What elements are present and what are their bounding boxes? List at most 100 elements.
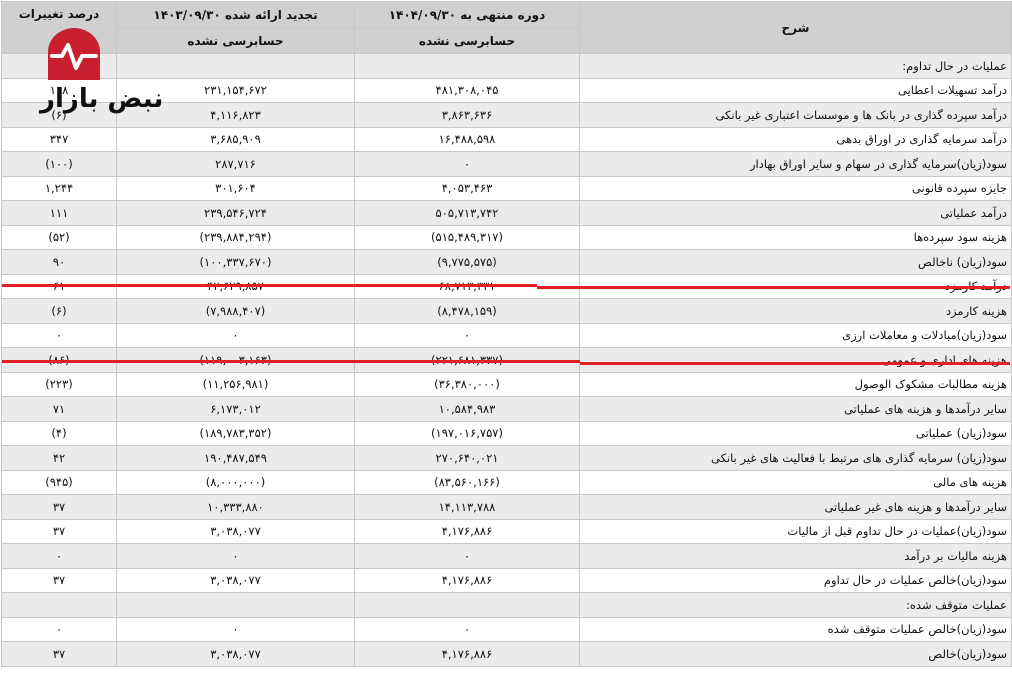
cell-change-percent: ۰ (1, 543, 117, 569)
subheader-current-unaudited: حسابرسی نشده (354, 27, 580, 54)
row-description: سود(زیان)خالص (579, 641, 1012, 667)
table-row: سود(زیان)مبادلات و معاملات ارزی ۰ ۰ ۰ (1, 322, 1012, 348)
cell-change-percent: ۳۷ (1, 518, 117, 544)
highlight-line (580, 362, 1010, 365)
table-row: سود(زیان) ناخالص (۹,۷۷۵,۵۷۵) (۱۰۰,۳۳۷,۶۷۰)… (1, 249, 1012, 275)
row-description: سود(زیان)عملیات در حال تداوم قبل از مالی… (579, 518, 1012, 544)
cell-change-percent (1, 592, 117, 618)
column-header-previous-period: تجدید ارائه شده ۱۴۰۳/۰۹/۳۰ (116, 1, 355, 28)
cell-current-period (354, 53, 580, 79)
table-row: سود(زیان) سرمایه گذاری های مرتبط با فعال… (1, 445, 1012, 471)
table-row: سود(زیان)خالص ۴,۱۷۶,۸۸۶ ۳,۰۳۸,۰۷۷ ۳۷ (1, 641, 1012, 667)
cell-change-percent: (۲۲۳) (1, 371, 117, 397)
cell-current-period: ۴,۱۷۶,۸۸۶ (354, 567, 580, 593)
cell-change-percent: (۹۴۵) (1, 469, 117, 495)
cell-previous-period: ۰ (116, 543, 355, 569)
table-row: سود(زیان)سرمایه گذاری در سهام و سایر اور… (1, 151, 1012, 177)
row-description: سود(زیان) عملیاتی (579, 420, 1012, 446)
cell-change-percent: ۱,۲۴۴ (1, 175, 117, 201)
table-row: عملیات متوقف شده: (1, 592, 1012, 618)
cell-change-percent: (۵۲) (1, 224, 117, 250)
cell-current-period: (۵۱۵,۴۸۹,۳۱۷) (354, 224, 580, 250)
table-row: سایر درآمدها و هزینه های عملیاتی ۱۰,۵۸۴,۹… (1, 396, 1012, 422)
cell-change-percent: ۴۲ (1, 445, 117, 471)
cell-current-period: ۱۴,۱۱۳,۷۸۸ (354, 494, 580, 520)
row-description: هزینه مطالبات مشکوک الوصول (579, 371, 1012, 397)
table-row: هزینه مالیات بر درآمد ۰ ۰ ۰ (1, 543, 1012, 569)
table-row: سود(زیان) عملیاتی (۱۹۷,۰۱۶,۷۵۷) (۱۸۹,۷۸۳,۳… (1, 420, 1012, 446)
row-description: درآمد عملیاتی (579, 200, 1012, 226)
row-description: درآمد سپرده گذاری در بانک ها و موسسات اع… (579, 102, 1012, 128)
cell-current-period: ۴,۰۵۳,۴۶۳ (354, 175, 580, 201)
row-description: هزینه های مالی (579, 469, 1012, 495)
cell-current-period: ۵۰۵,۷۱۳,۷۴۲ (354, 200, 580, 226)
row-description: درآمد تسهیلات اعطایی (579, 77, 1012, 103)
row-description: سود(زیان)خالص عملیات در حال تداوم (579, 567, 1012, 593)
cell-current-period (354, 592, 580, 618)
row-description: عملیات در حال تداوم: (579, 53, 1012, 79)
cell-previous-period: (۲۳۹,۸۸۴,۲۹۴) (116, 224, 355, 250)
cell-previous-period: ۰ (116, 322, 355, 348)
table-row: سود(زیان)خالص عملیات متوقف شده ۰ ۰ ۰ (1, 616, 1012, 642)
cell-current-period: ۰ (354, 151, 580, 177)
cell-previous-period: (۱۸۹,۷۸۳,۳۵۲) (116, 420, 355, 446)
cell-previous-period: ۳,۰۳۸,۰۷۷ (116, 567, 355, 593)
highlight-line (2, 360, 580, 363)
table-row: درآمد عملیاتی ۵۰۵,۷۱۳,۷۴۲ ۲۳۹,۵۴۶,۷۲۴ ۱۱۱ (1, 200, 1012, 226)
row-description: جایزه سپرده قانونی (579, 175, 1012, 201)
cell-current-period: (۹,۷۷۵,۵۷۵) (354, 249, 580, 275)
table-row: هزینه سود سپرده‌ها (۵۱۵,۴۸۹,۳۱۷) (۲۳۹,۸۸۴,… (1, 224, 1012, 250)
highlight-line (537, 286, 1010, 289)
table-body: عملیات در حال تداوم: درآمد تسهیلات اعطایی… (1, 53, 1012, 667)
cell-previous-period: ۱۰,۳۳۳,۸۸۰ (116, 494, 355, 520)
row-description: هزینه مالیات بر درآمد (579, 543, 1012, 569)
cell-change-percent: (۶) (1, 298, 117, 324)
cell-current-period: (۸,۴۷۸,۱۵۹) (354, 298, 580, 324)
logo-pulse-icon (48, 28, 100, 80)
column-header-current-period: دوره منتهی به ۱۴۰۴/۰۹/۳۰ (354, 1, 580, 28)
cell-change-percent: (۴) (1, 420, 117, 446)
header-row-1: شرح دوره منتهی به ۱۴۰۴/۰۹/۳۰ تجدید ارائه… (1, 1, 1012, 54)
cell-change-percent: ۳۷ (1, 567, 117, 593)
cell-previous-period: ۳,۶۸۵,۹۰۹ (116, 126, 355, 152)
cell-previous-period: ۲۳۹,۵۴۶,۷۲۴ (116, 200, 355, 226)
cell-current-period: ۴۸۱,۳۰۸,۰۴۵ (354, 77, 580, 103)
cell-previous-period: ۰ (116, 616, 355, 642)
table-row: هزینه کارمزد (۸,۴۷۸,۱۵۹) (۷,۹۸۸,۴۰۷) (۶) (1, 298, 1012, 324)
logo-text: نبض بازار (40, 84, 164, 114)
cell-previous-period: ۶,۱۷۳,۰۱۲ (116, 396, 355, 422)
cell-change-percent: ۱۰۸ (1, 77, 117, 103)
cell-change-percent: ۰ (1, 322, 117, 348)
cell-change-percent: (۱۰۰) (1, 151, 117, 177)
cell-previous-period: ۳,۰۳۸,۰۷۷ (116, 641, 355, 667)
cell-current-period: (۸۳,۵۶۰,۱۶۶) (354, 469, 580, 495)
cell-previous-period (116, 592, 355, 618)
cell-change-percent: ۳۴۷ (1, 126, 117, 152)
cell-current-period: (۳۶,۳۸۰,۰۰۰) (354, 371, 580, 397)
row-description: سایر درآمدها و هزینه های غیر عملیاتی (579, 494, 1012, 520)
row-description: درآمد سرمایه گذاری در اوراق بدهی (579, 126, 1012, 152)
cell-change-percent: (۸۶) (1, 347, 117, 373)
table-row: سود(زیان)خالص عملیات در حال تداوم ۴,۱۷۶,۸… (1, 567, 1012, 593)
cell-change-percent: ۱۱۱ (1, 200, 117, 226)
cell-current-period: ۱۰,۵۸۴,۹۸۳ (354, 396, 580, 422)
row-description: سود(زیان) سرمایه گذاری های مرتبط با فعال… (579, 445, 1012, 471)
cell-previous-period: ۳,۰۳۸,۰۷۷ (116, 518, 355, 544)
cell-change-percent: (۶) (1, 102, 117, 128)
cell-current-period: ۴,۱۷۶,۸۸۶ (354, 518, 580, 544)
row-description: سایر درآمدها و هزینه های عملیاتی (579, 396, 1012, 422)
table-row: سایر درآمدها و هزینه های غیر عملیاتی ۱۴,۱… (1, 494, 1012, 520)
table-row: درآمد تسهیلات اعطایی ۴۸۱,۳۰۸,۰۴۵ ۲۳۱,۱۵۴,۶… (1, 77, 1012, 103)
row-description: سود(زیان) ناخالص (579, 249, 1012, 275)
table-row: سود(زیان)عملیات در حال تداوم قبل از مالی… (1, 518, 1012, 544)
cell-previous-period: (۸,۰۰۰,۰۰۰) (116, 469, 355, 495)
cell-current-period: ۱۶,۴۸۸,۵۹۸ (354, 126, 580, 152)
cell-current-period: ۰ (354, 616, 580, 642)
income-statement-table: شرح دوره منتهی به ۱۴۰۴/۰۹/۳۰ تجدید ارائه… (1, 1, 1012, 667)
subheader-previous-unaudited: حسابرسی نشده (116, 27, 355, 54)
cell-change-percent: ۷۱ (1, 396, 117, 422)
cell-previous-period: ۳۰۱,۶۰۴ (116, 175, 355, 201)
cell-previous-period (116, 53, 355, 79)
table-row: درآمد سپرده گذاری در بانک ها و موسسات اع… (1, 102, 1012, 128)
cell-current-period: ۰ (354, 543, 580, 569)
